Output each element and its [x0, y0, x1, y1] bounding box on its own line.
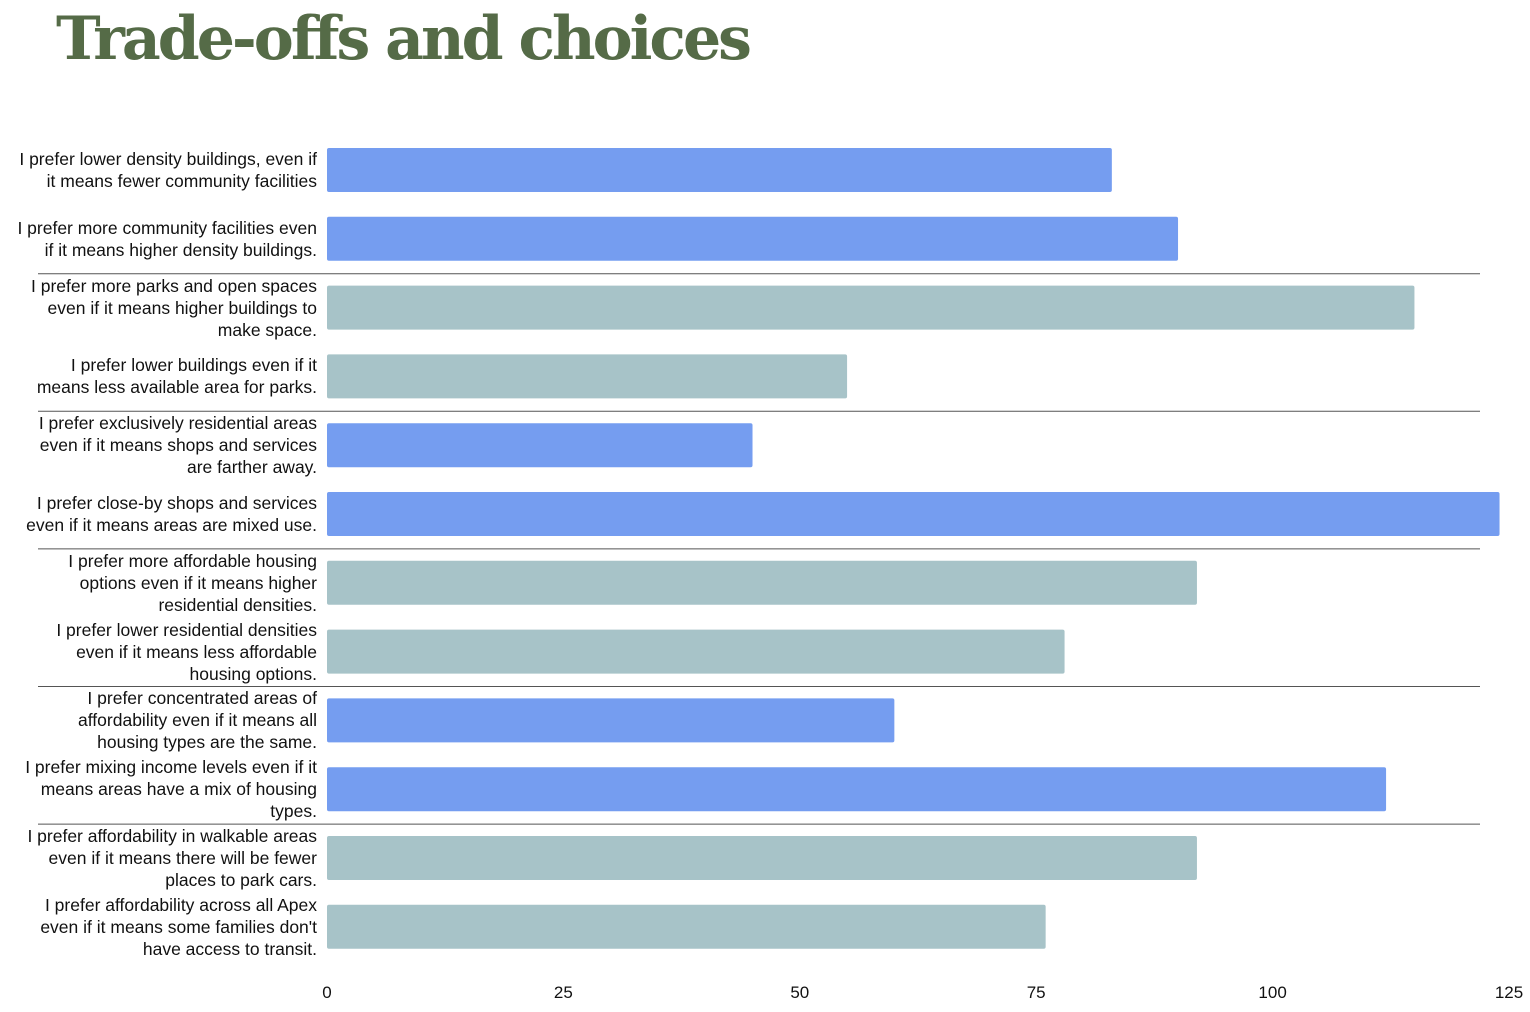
bar-2 [327, 216, 1179, 261]
bar-1 [327, 148, 1112, 192]
bar-9 [327, 698, 895, 743]
category-label: I prefer concentrated areas of affordabi… [78, 688, 317, 753]
x-tick-label: 125 [1494, 983, 1524, 1002]
x-tick-label: 25 [553, 983, 573, 1002]
bar-10 [327, 767, 1387, 812]
x-tick-label: 100 [1258, 983, 1287, 1002]
category-label: I prefer exclusively residential areas e… [38, 413, 317, 478]
x-tick-label: 0 [322, 983, 332, 1002]
bar-7 [327, 560, 1197, 605]
category-label: I prefer affordability in walkable areas… [27, 826, 317, 890]
chart-title: Trade-offs and choices [56, 4, 752, 74]
bar-6 [327, 492, 1500, 536]
category-label: I prefer lower residential densities eve… [56, 619, 317, 684]
category-label: I prefer lower buildings even if it mean… [36, 355, 317, 398]
x-tick-label: 75 [1026, 983, 1046, 1002]
bar-12 [327, 904, 1046, 949]
category-label: I prefer affordability across all Apex e… [40, 894, 317, 959]
bar-4 [327, 354, 848, 399]
category-label: I prefer close-by shops and services eve… [26, 493, 317, 535]
bar-8 [327, 629, 1065, 674]
category-label: I prefer more affordable housing options… [68, 550, 317, 615]
x-tick-label: 50 [790, 983, 810, 1002]
bar-3 [327, 285, 1415, 330]
category-label: I prefer lower density buildings, even i… [19, 149, 317, 191]
category-label: I prefer more community facilities even … [17, 217, 317, 260]
category-label: I prefer more parks and open spaces even… [31, 275, 317, 340]
bar-5 [327, 423, 753, 468]
category-label: I prefer mixing income levels even if it… [25, 757, 317, 822]
bar-11 [327, 836, 1197, 880]
